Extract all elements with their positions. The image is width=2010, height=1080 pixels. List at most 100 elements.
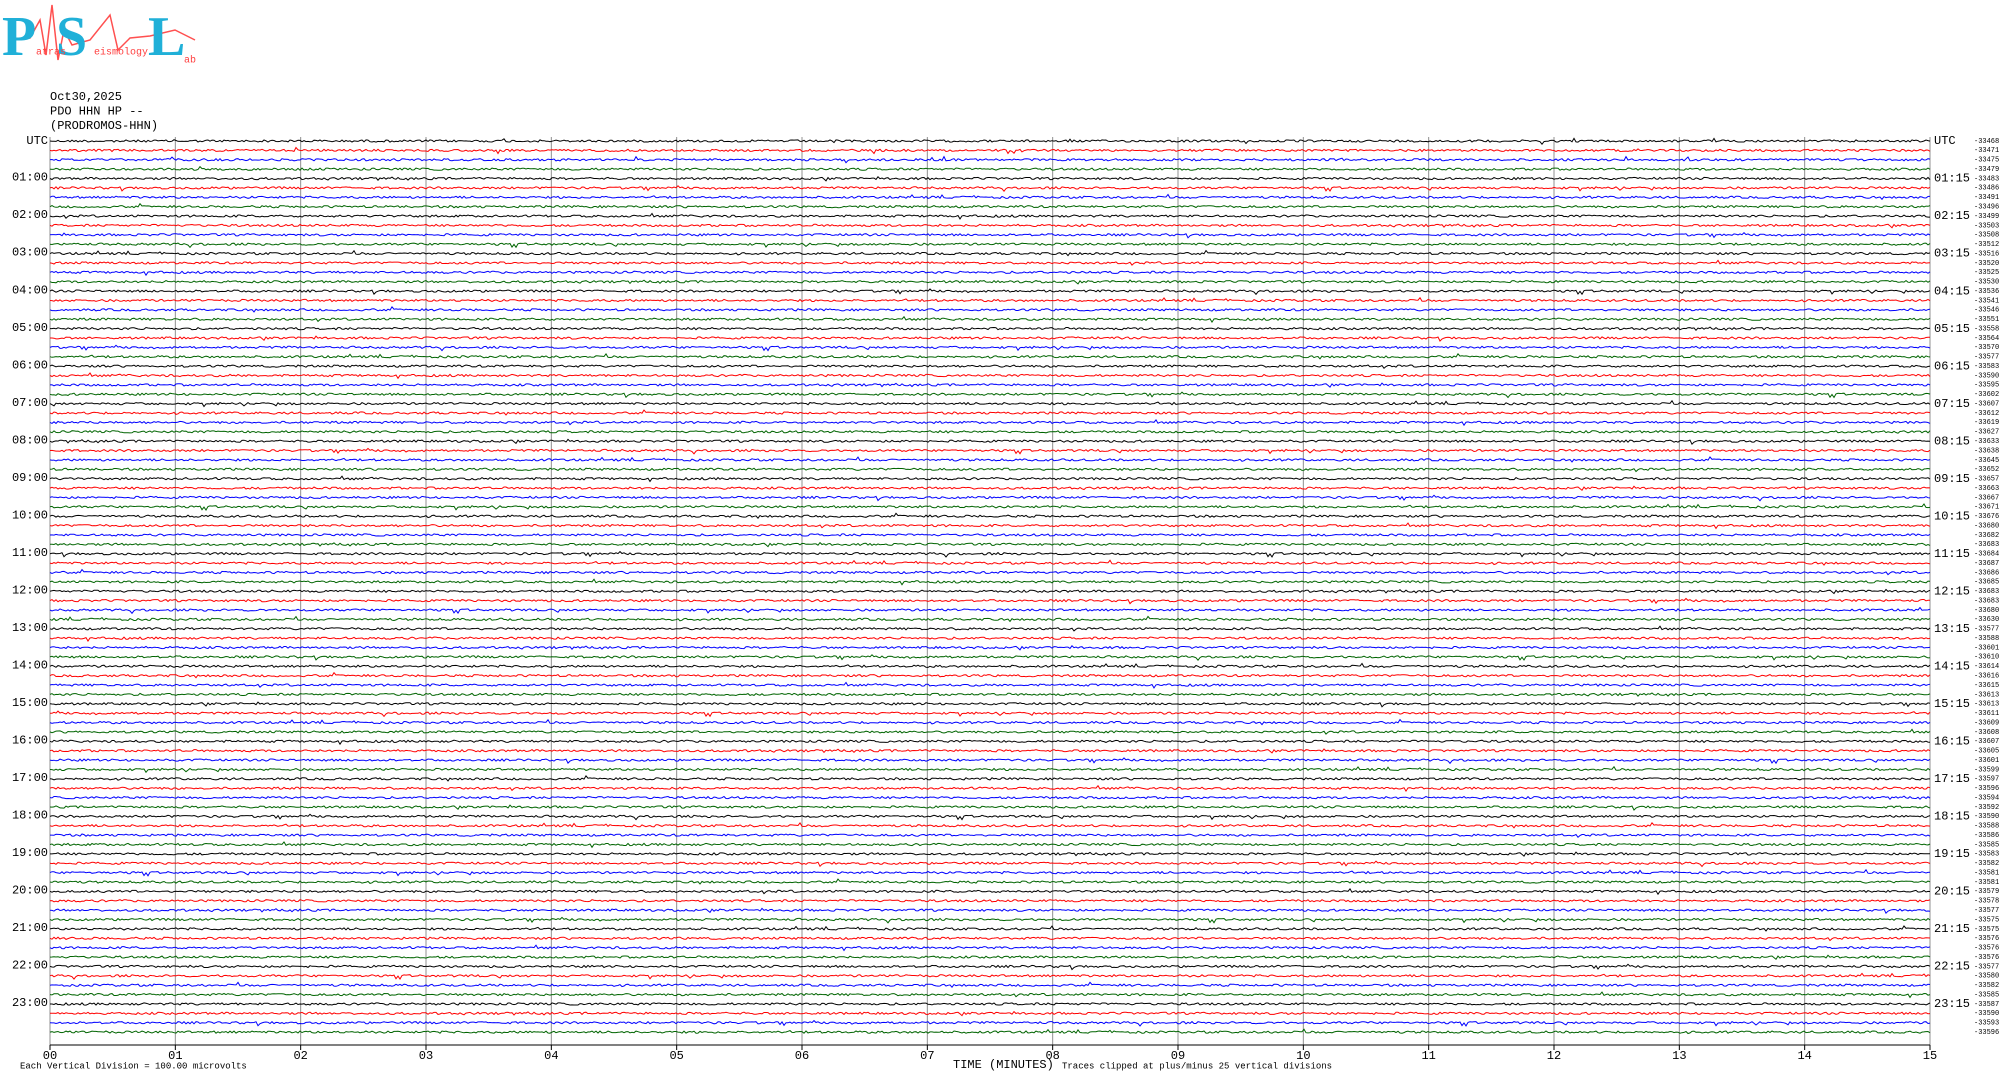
- trace-offset: -33680: [1974, 607, 1999, 615]
- trace-offset: -33663: [1974, 485, 1999, 493]
- logo-word: ab: [184, 55, 196, 67]
- trace-offset: -33483: [1974, 175, 1999, 183]
- left-time-label: 23:00: [12, 996, 48, 1010]
- trace: [49, 916, 1931, 924]
- left-time-label: 06:00: [12, 358, 48, 372]
- trace: [49, 212, 1930, 220]
- x-tick-label: 11: [1421, 1049, 1435, 1063]
- trace: [49, 615, 1931, 623]
- trace-offset: -33592: [1974, 804, 1999, 812]
- x-tick-label: 00: [43, 1049, 57, 1063]
- trace: [49, 155, 1931, 164]
- trace: [49, 813, 1931, 821]
- trace-offset: -33684: [1974, 551, 1999, 559]
- trace: [49, 765, 1931, 774]
- right-time-label: 21:15: [1934, 922, 1970, 936]
- trace: [49, 681, 1931, 689]
- trace: [49, 804, 1931, 811]
- logo-word: atras: [36, 48, 66, 59]
- x-tick-label: 04: [544, 1049, 558, 1063]
- x-tick-label: 05: [669, 1049, 683, 1063]
- trace-offset: -33491: [1974, 194, 1999, 202]
- trace-offset: -33516: [1974, 250, 1999, 258]
- x-tick-label: 15: [1923, 1049, 1937, 1063]
- trace-offset: -33525: [1974, 269, 1999, 277]
- right-time-label: 23:15: [1934, 997, 1970, 1011]
- trace-offset: -33577: [1974, 354, 1999, 362]
- left-time-label: 18:00: [12, 809, 48, 823]
- trace: [50, 335, 1931, 342]
- x-tick-label: 13: [1672, 1049, 1686, 1063]
- trace-offset: -33541: [1974, 297, 1999, 305]
- trace: [49, 447, 1931, 455]
- right-time-label: 10:15: [1934, 509, 1970, 523]
- trace-offset: -33575: [1974, 926, 1999, 934]
- trace-offset: -33587: [1974, 1001, 1999, 1009]
- trace: [49, 1028, 1931, 1035]
- trace: [49, 467, 1931, 473]
- trace: [49, 485, 1931, 492]
- trace-offset: -33583: [1974, 363, 1999, 371]
- left-time-label: 22:00: [12, 959, 48, 973]
- scale-note: Each Vertical Division = 100.00 microvol…: [20, 1061, 247, 1071]
- trace-offset: -33588: [1974, 823, 1999, 831]
- trace: [49, 550, 1931, 558]
- trace-offset: -33610: [1974, 654, 1999, 662]
- trace: [50, 1002, 1931, 1006]
- right-time-label: 22:15: [1934, 960, 1970, 974]
- trace: [49, 1010, 1931, 1017]
- header-line: (PRODROMOS-HHN): [50, 119, 158, 133]
- trace-offset: -33546: [1974, 307, 1999, 315]
- trace: [49, 991, 1931, 999]
- trace-offset: -33577: [1974, 963, 1999, 971]
- logo-letter: L: [148, 6, 185, 68]
- trace-offset: -33627: [1974, 429, 1999, 437]
- right-time-label: 16:15: [1934, 734, 1970, 748]
- header-line: Oct30,2025: [50, 90, 122, 104]
- right-time-label: 12:15: [1934, 584, 1970, 598]
- right-time-label: 18:15: [1934, 810, 1970, 824]
- trace: [49, 429, 1931, 434]
- trace: [49, 784, 1931, 793]
- trace: [49, 654, 1931, 661]
- trace-offset: -33605: [1974, 748, 1999, 756]
- trace-offset: -33607: [1974, 400, 1999, 408]
- trace-offset: -33471: [1974, 147, 1999, 155]
- x-tick-label: 07: [920, 1049, 934, 1063]
- trace: [49, 710, 1931, 718]
- right-time-label: 20:15: [1934, 885, 1970, 899]
- left-time-label: 15:00: [12, 696, 48, 710]
- left-time-label: 13:00: [12, 621, 48, 635]
- trace: [49, 296, 1931, 303]
- trace: [49, 344, 1931, 352]
- trace-offset: -33579: [1974, 888, 1999, 896]
- x-tick-label: 06: [795, 1049, 809, 1063]
- trace-offset: -33630: [1974, 616, 1999, 624]
- trace: [49, 588, 1931, 595]
- trace: [49, 821, 1931, 829]
- trace: [49, 559, 1931, 566]
- trace-offset: -33619: [1974, 419, 1999, 427]
- trace: [49, 494, 1931, 502]
- trace: [49, 775, 1930, 782]
- right-time-label: 11:15: [1934, 547, 1970, 561]
- trace-offset: -33582: [1974, 982, 1999, 990]
- trace: [49, 456, 1931, 463]
- x-tick-label: 01: [168, 1049, 182, 1063]
- trace: [49, 739, 1931, 746]
- trace-offset: -33486: [1974, 185, 1999, 193]
- left-time-label: 14:00: [12, 658, 48, 672]
- left-time-label: 21:00: [12, 921, 48, 935]
- trace: [49, 888, 1931, 896]
- trace-offset: -33582: [1974, 860, 1999, 868]
- trace: [49, 270, 1931, 277]
- trace-offset: -33616: [1974, 673, 1999, 681]
- trace: [49, 860, 1931, 868]
- trace: [49, 533, 1931, 537]
- trace-offset: -33578: [1974, 898, 1999, 906]
- right-time-label: 03:15: [1934, 247, 1970, 261]
- trace-offset: -33580: [1974, 973, 1999, 981]
- trace: [49, 936, 1931, 942]
- trace: [49, 878, 1931, 885]
